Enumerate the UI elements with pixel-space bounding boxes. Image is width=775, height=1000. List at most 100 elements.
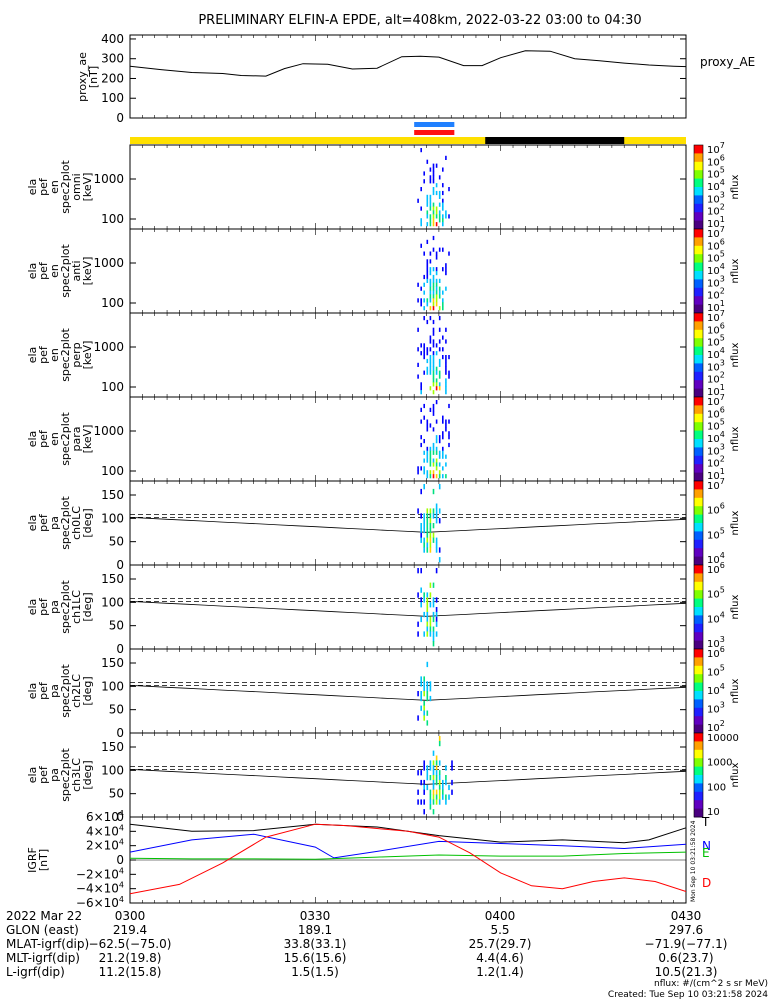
- spec-pixel: [445, 267, 447, 272]
- igrf-side-timestamp: Mon Sep 10 03:21:58 2024: [690, 820, 697, 902]
- spec-pixel: [426, 616, 429, 623]
- spec-pixel: [420, 779, 422, 786]
- spec-pixel: [426, 202, 429, 207]
- spec-pixel: [420, 537, 422, 543]
- spec-pixel: [445, 427, 447, 432]
- spec-pixel: [426, 542, 429, 548]
- spec-pixel: [438, 439, 441, 444]
- colorbar-tick-label: 102: [707, 455, 725, 470]
- spec-pixel: [445, 366, 447, 371]
- spec-pixel: [423, 274, 425, 280]
- science-zone-red-bar: [414, 130, 455, 135]
- spec-pixel: [426, 532, 429, 539]
- spec-pixel: [435, 366, 438, 371]
- colorbar-segment: [694, 497, 703, 507]
- spec-pixel: [426, 631, 429, 637]
- spec-pixel: [432, 290, 435, 295]
- spec-pixel: [426, 547, 429, 553]
- panel-pa-ch1: 150 100 50 0 106 105 104 103 nflux elapefpaspec2p…: [26, 561, 741, 656]
- tick-mlt-0400: 4.4(4.6): [476, 951, 524, 965]
- spec-pixel: [432, 278, 435, 283]
- spec-pixel: [438, 316, 441, 321]
- spec-pixel: [426, 298, 429, 303]
- colorbar-tick-label: 102: [707, 371, 725, 386]
- spec-pixel: [442, 190, 444, 196]
- igrf-y-tick-label: 2×104: [86, 838, 124, 853]
- spec-pixel: [429, 602, 432, 608]
- spec-pixel: [429, 179, 432, 184]
- colorbar-segment: [694, 607, 703, 616]
- y-tick-label: 50: [109, 619, 124, 633]
- spec-pixel: [429, 695, 432, 702]
- spec-pixel: [442, 214, 444, 219]
- igrf-y-tick-label: 4×104: [86, 823, 124, 838]
- tick-time-0300: 0300: [115, 909, 146, 923]
- colorbar-segment: [694, 615, 703, 625]
- colorbar-segment: [694, 145, 703, 154]
- sunlight-bar: [130, 122, 686, 144]
- spec-pixel: [429, 592, 432, 598]
- spec-pixel: [442, 222, 444, 227]
- y-tick-label: 150: [101, 488, 124, 502]
- spec-pixel: [438, 454, 441, 459]
- spec-pixel: [429, 626, 432, 632]
- colorbar-segment: [694, 682, 703, 692]
- spec-pixel: [426, 523, 429, 529]
- spec-pixel: [445, 775, 447, 781]
- spec-pixel: [429, 532, 432, 539]
- tick-l-0430: 10.5(21.3): [655, 965, 718, 979]
- spec-pixel: [442, 466, 444, 471]
- spec-pixel: [420, 218, 422, 223]
- colorbar-tick-label: 105: [707, 664, 725, 679]
- colorbar-segment: [694, 775, 703, 784]
- spec-pixel: [426, 210, 429, 215]
- colorbar-tick-label: 104: [707, 610, 725, 625]
- colorbar-tick-label: 102: [707, 719, 725, 734]
- spec-pixel: [426, 267, 429, 272]
- row-label-date: 2022 Mar 22: [6, 909, 82, 923]
- spec-pixel: [432, 508, 435, 514]
- spec-pixel: [435, 286, 438, 291]
- spec-pixel: [426, 370, 429, 375]
- colorbar-segment: [694, 733, 703, 742]
- spec-pixel: [429, 508, 432, 514]
- spec-pixel: [423, 799, 425, 805]
- spec-pixel: [445, 370, 447, 375]
- science-zone-blue-bar: [414, 122, 455, 127]
- row-label-glon: GLON (east): [6, 923, 79, 937]
- spec-pixel: [442, 335, 444, 340]
- pa-ch1-frame: [129, 564, 687, 650]
- spec-pixel: [432, 302, 435, 307]
- spec-pixel: [420, 676, 422, 682]
- colorbar-tick-label: 10: [707, 807, 720, 818]
- spec-pixel: [417, 799, 419, 805]
- loss-cone-line: [129, 685, 687, 701]
- spec-pixel: [417, 347, 419, 352]
- panel-pa-ch3: 150 100 50 0 10000 1000 100 10 nflux elapefpaspec…: [26, 732, 741, 824]
- spec-pixel: [429, 251, 432, 256]
- spec-pixel: [442, 347, 444, 352]
- spec-pixel: [442, 306, 444, 311]
- colorbar-segment: [694, 296, 703, 306]
- spec-pixel: [426, 194, 429, 199]
- spec-pixel: [438, 518, 441, 524]
- spec-pixel: [445, 474, 447, 479]
- spec-pixel: [438, 374, 441, 379]
- colorbar-segment: [694, 464, 703, 474]
- spec-pixel: [435, 462, 438, 467]
- spec-pixel: [435, 302, 438, 307]
- spec-pixel: [435, 214, 438, 219]
- spec-pixel: [438, 202, 441, 207]
- spec-pixel: [432, 366, 435, 371]
- colorbar-segment: [694, 472, 703, 482]
- spec-pixel: [432, 351, 435, 356]
- spec-pixel: [442, 198, 444, 203]
- spec-pixel: [423, 298, 425, 303]
- spec-pixel: [432, 442, 435, 448]
- spec-pixel: [426, 347, 429, 352]
- spec-pixel: [435, 294, 438, 299]
- spec-pixel: [423, 403, 425, 409]
- spec-pixel: [429, 470, 432, 475]
- y-tick-label: 1000: [93, 340, 124, 354]
- spec-pixel: [432, 179, 435, 184]
